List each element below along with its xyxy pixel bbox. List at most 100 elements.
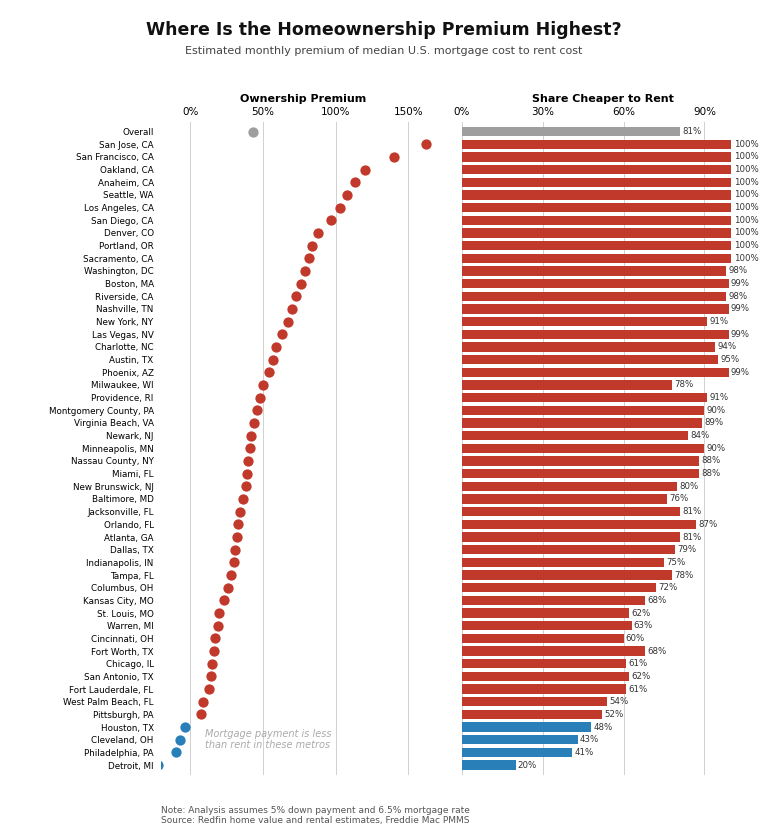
Point (251, 404, 263, 417)
Text: 89%: 89% (704, 418, 723, 427)
Bar (462, 660, 626, 668)
Point (170, 746, 182, 759)
Text: 84%: 84% (690, 432, 710, 440)
Bar (462, 254, 731, 263)
Text: 91%: 91% (710, 393, 729, 402)
Bar (462, 583, 656, 592)
Bar (462, 747, 572, 757)
Bar (462, 494, 667, 504)
Text: 95%: 95% (720, 355, 740, 365)
Text: 98%: 98% (728, 266, 747, 276)
Text: 100%: 100% (733, 140, 758, 149)
Bar (462, 215, 731, 225)
Point (312, 226, 324, 240)
Bar (462, 444, 704, 453)
Point (349, 176, 361, 189)
Text: 41%: 41% (574, 747, 594, 757)
Bar (462, 266, 726, 276)
Bar (462, 406, 704, 415)
Bar (462, 418, 702, 427)
Text: 43%: 43% (580, 735, 599, 744)
Text: 72%: 72% (658, 583, 677, 592)
Text: 94%: 94% (717, 343, 737, 351)
Bar (462, 722, 591, 732)
Text: 52%: 52% (604, 710, 624, 719)
Bar (462, 153, 731, 162)
Bar (462, 241, 731, 251)
Point (248, 416, 260, 430)
Bar (462, 469, 699, 478)
Text: 81%: 81% (682, 127, 702, 136)
Text: 90%: 90% (707, 444, 726, 453)
Bar (462, 279, 729, 288)
Point (204, 670, 217, 683)
Text: 99%: 99% (731, 279, 750, 288)
Text: 20%: 20% (518, 761, 537, 769)
Point (276, 328, 288, 341)
Text: 63%: 63% (634, 621, 653, 630)
Text: 61%: 61% (628, 660, 647, 668)
Text: 100%: 100% (733, 254, 758, 263)
Bar (462, 697, 607, 706)
Text: 62%: 62% (631, 672, 650, 680)
Text: 100%: 100% (733, 203, 758, 212)
Bar (462, 330, 729, 339)
Point (303, 251, 316, 265)
Text: 62%: 62% (631, 608, 650, 618)
Text: Mortgage payment is less
than rent in these metros: Mortgage payment is less than rent in th… (205, 729, 331, 751)
Point (207, 644, 220, 658)
Text: 100%: 100% (733, 178, 758, 187)
Bar (462, 520, 697, 529)
Text: 48%: 48% (594, 722, 613, 732)
Point (359, 163, 371, 176)
Text: 100%: 100% (733, 229, 758, 237)
Point (229, 543, 241, 556)
Point (299, 264, 311, 277)
Point (233, 505, 246, 519)
Point (217, 593, 230, 607)
Bar (462, 672, 629, 681)
X-axis label: Ownership Premium: Ownership Premium (240, 95, 366, 105)
X-axis label: Share Cheaper to Rent: Share Cheaper to Rent (532, 95, 674, 105)
Text: 81%: 81% (682, 507, 702, 516)
Bar (462, 457, 699, 466)
Bar (462, 203, 731, 212)
Point (388, 150, 400, 163)
Point (237, 492, 249, 505)
Point (325, 214, 337, 227)
Point (222, 581, 234, 594)
Bar (462, 393, 707, 402)
Bar (462, 608, 629, 618)
Text: 80%: 80% (680, 482, 699, 491)
Bar (462, 380, 672, 390)
Point (290, 290, 303, 303)
Bar (462, 507, 680, 516)
Point (270, 340, 282, 354)
Point (228, 556, 240, 569)
Point (245, 429, 257, 442)
Text: 100%: 100% (733, 165, 758, 174)
Text: 54%: 54% (610, 697, 629, 706)
Point (263, 365, 275, 379)
Text: 61%: 61% (628, 685, 647, 694)
Point (209, 632, 221, 645)
Text: 91%: 91% (710, 317, 729, 326)
Point (212, 619, 224, 633)
Bar (462, 482, 677, 491)
Point (203, 682, 215, 696)
Text: 100%: 100% (733, 190, 758, 199)
Point (419, 137, 432, 151)
Point (254, 391, 266, 405)
Text: 100%: 100% (733, 241, 758, 251)
Text: 68%: 68% (647, 646, 667, 655)
Text: 60%: 60% (626, 634, 645, 643)
Point (152, 758, 164, 772)
Point (247, 125, 259, 138)
Bar (462, 646, 645, 655)
Bar (462, 343, 715, 352)
Bar (462, 634, 624, 643)
Point (197, 695, 210, 708)
Text: 87%: 87% (699, 520, 718, 529)
Text: Note: Analysis assumes 5% down payment and 6.5% mortgage rate
Source: Redfin hom: Note: Analysis assumes 5% down payment a… (161, 806, 470, 825)
Text: Where Is the Homeownership Premium Highest?: Where Is the Homeownership Premium Highe… (146, 21, 622, 39)
